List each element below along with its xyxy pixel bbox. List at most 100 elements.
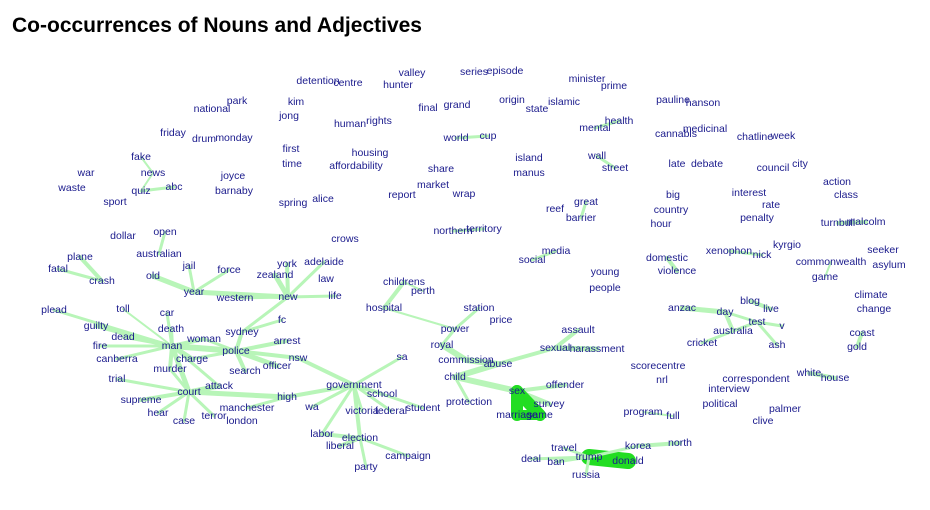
edge-man-attack (170, 344, 221, 388)
node-coast: coast (849, 327, 874, 339)
node-report: report (388, 189, 416, 201)
node-cannabis: cannabis (655, 128, 697, 140)
edge-sex-offender (515, 383, 567, 393)
edge-court-hear (156, 390, 191, 415)
node-week: week (770, 130, 796, 142)
node-program: program (623, 406, 662, 418)
node-ban: ban (547, 456, 565, 468)
node-medicinal: medicinal (683, 123, 727, 135)
node-adelaide: adelaide (304, 256, 344, 268)
node-clive: clive (752, 415, 773, 427)
node-full: full (666, 410, 679, 422)
node-federal: federal (375, 405, 407, 417)
node-liberal: liberal (326, 440, 354, 452)
node-climate: climate (854, 289, 887, 301)
node-travel: travel (551, 442, 577, 454)
node-final: final (418, 102, 437, 114)
node-live: live (763, 303, 779, 315)
node-commission: commission (438, 354, 494, 366)
edge-court-case (182, 390, 191, 423)
edge-police-sydney (234, 330, 244, 353)
edge-election-campaign (358, 436, 410, 458)
node-harassment: harassment (570, 343, 625, 355)
node-manchester: manchester (220, 402, 275, 414)
edge-government-election (352, 383, 362, 440)
node-interview: interview (708, 383, 750, 395)
node-episode: episode (487, 65, 524, 77)
node-detention: detention (296, 75, 339, 87)
edge-man-canberra (115, 344, 174, 361)
node-sex: sex (509, 385, 526, 397)
edge-election-liberal (338, 436, 362, 448)
edge-new-life (286, 294, 337, 299)
node-same: same (527, 409, 553, 421)
node-kyrgio: kyrgio (773, 239, 801, 251)
edge-childrens-perth (403, 281, 424, 292)
edge-child-sex (452, 374, 520, 394)
node-territory: territory (466, 223, 502, 235)
edge-man-toll (122, 308, 173, 347)
node-york: york (277, 258, 298, 270)
edge-test-v (755, 320, 784, 328)
edge-abuse-sexual (496, 346, 557, 366)
node-scorecentre: scorecentre (631, 360, 686, 372)
node-case: case (173, 415, 195, 427)
node-big: big (666, 189, 680, 201)
edge-man-court (169, 343, 192, 395)
edge-year-jail (187, 264, 196, 294)
node-people: people (589, 282, 621, 294)
node-wa: wa (304, 401, 319, 413)
node-waste: waste (57, 182, 86, 194)
node-wall: wall (587, 150, 606, 162)
node-donald: donald (612, 455, 644, 467)
edge-royal-commission (439, 342, 469, 363)
node-drum: drum (192, 133, 216, 145)
edge-government-federal (352, 383, 393, 413)
page-title: Co-occurrences of Nouns and Adjectives (12, 14, 422, 37)
node-late: late (669, 158, 686, 170)
node-national: national (194, 103, 231, 115)
node-attack: attack (205, 380, 234, 392)
node-sa: sa (396, 351, 407, 363)
edge-ash-test (755, 320, 779, 347)
node-abc: abc (166, 181, 183, 193)
node-new: new (278, 291, 298, 303)
node-action: action (823, 176, 851, 188)
edge-sexual-assault (553, 328, 580, 350)
node-nsw: nsw (289, 352, 308, 364)
edge-layer (52, 119, 868, 477)
edge-court-trial (115, 377, 191, 394)
node-correspondent: correspondent (722, 373, 789, 385)
edge-high-manchester (245, 395, 289, 410)
node-fatal: fatal (48, 263, 68, 275)
node-barnaby: barnaby (215, 185, 254, 197)
node-zealand: zealand (257, 269, 294, 281)
node-guilty: guilty (84, 320, 109, 332)
node-crows: crows (331, 233, 358, 245)
node-valley: valley (399, 67, 427, 79)
node-hunter: hunter (383, 79, 413, 91)
node-law: law (318, 273, 334, 285)
node-child: child (444, 371, 466, 383)
node-open: open (153, 226, 177, 238)
node-kim: kim (288, 96, 305, 108)
node-power: power (441, 323, 470, 335)
node-marriage: marriage (496, 409, 538, 421)
node-blog: blog (740, 295, 760, 307)
edge-police-search (234, 349, 247, 373)
edge-government-sa (352, 355, 404, 387)
edge-old-year (150, 273, 197, 295)
node-ash: ash (769, 339, 786, 351)
edge-trump-korea (587, 444, 640, 459)
node-white: white (796, 367, 822, 379)
edge-blog-live (748, 299, 773, 311)
node-fc: fc (278, 314, 286, 326)
node-crash: crash (89, 275, 115, 287)
edge-plane-crash (78, 255, 104, 283)
edge-australian-open (157, 230, 167, 256)
node-life: life (328, 290, 342, 302)
edge-sydney-new (240, 295, 290, 334)
node-manus: manus (513, 167, 545, 179)
node-royal: royal (431, 339, 454, 351)
